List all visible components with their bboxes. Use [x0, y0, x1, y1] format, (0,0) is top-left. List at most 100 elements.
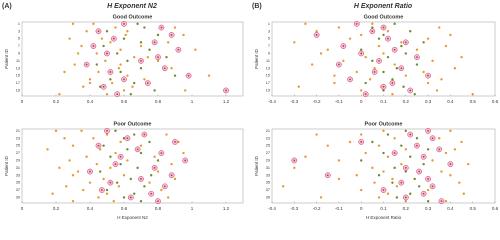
highlight-core — [400, 67, 403, 70]
data-point — [391, 78, 394, 81]
data-point — [462, 192, 465, 195]
data-point — [148, 140, 151, 144]
panel-title: H Exponent Ratio — [354, 3, 413, 10]
data-point — [139, 199, 143, 203]
highlight-core — [170, 34, 173, 36]
data-point — [182, 151, 185, 155]
data-point — [105, 188, 109, 192]
x-tick-label: 1.2 — [223, 206, 230, 211]
x-tick-label: -0.1 — [335, 206, 343, 211]
data-point — [139, 151, 143, 155]
highlight-point — [358, 139, 365, 145]
data-point — [438, 137, 441, 140]
y-tick-label: 31 — [266, 166, 270, 170]
plot-frame — [21, 128, 244, 204]
data-point — [444, 199, 448, 203]
y-tick-label: 25 — [266, 144, 270, 148]
data-point — [173, 74, 177, 77]
data-point — [124, 33, 127, 37]
data-point — [109, 78, 112, 81]
data-point — [426, 37, 430, 40]
data-point — [165, 133, 168, 136]
data-point — [409, 30, 412, 33]
data-point — [449, 33, 452, 37]
highlight-core — [431, 185, 434, 188]
data-point — [348, 140, 352, 144]
data-point — [386, 192, 390, 195]
data-point — [105, 30, 109, 33]
data-point — [426, 188, 430, 192]
x-tick-label: 0.2 — [53, 206, 60, 211]
highlight-core — [342, 45, 345, 47]
highlight-core — [106, 52, 108, 55]
data-point — [126, 159, 129, 162]
data-point — [326, 144, 329, 147]
data-point — [80, 44, 83, 48]
x-tick-label: 0.4 — [447, 206, 454, 211]
highlight-core — [360, 52, 363, 55]
x-tick-label: 0.4 — [87, 206, 94, 211]
data-point — [104, 59, 107, 63]
y-tick-label: 21 — [16, 129, 20, 133]
y-tick-label: 19 — [266, 88, 270, 92]
highlight-point — [425, 176, 431, 182]
highlight-point — [90, 43, 97, 49]
y-tick-label: 7 — [268, 44, 270, 48]
data-point — [71, 174, 75, 177]
data-point — [165, 55, 168, 59]
y-tick-label: 37 — [266, 188, 270, 192]
data-point — [391, 92, 394, 96]
data-point — [99, 170, 102, 173]
highlight-point — [161, 65, 168, 72]
data-point — [117, 67, 121, 70]
data-point — [71, 22, 75, 26]
highlight-core — [393, 48, 396, 51]
highlight-point — [425, 72, 431, 79]
x-tick-label: 1 — [191, 99, 194, 104]
data-point — [112, 199, 116, 203]
highlight-core — [440, 200, 443, 203]
y-tick-label: 33 — [266, 173, 270, 177]
data-point — [422, 70, 425, 74]
highlight-point — [402, 194, 409, 201]
data-point — [156, 59, 160, 63]
data-point — [122, 137, 126, 140]
x-tick-label: -0.4 — [268, 206, 276, 211]
data-point — [326, 48, 329, 51]
x-tick-label: 0.5 — [470, 206, 477, 211]
data-point — [51, 192, 54, 195]
y-axis-label: Patient ID — [254, 48, 259, 69]
x-tick-label: 0.1 — [380, 206, 387, 211]
highlight-core — [170, 174, 173, 177]
data-point — [444, 151, 448, 155]
highlight-point — [398, 65, 405, 72]
data-point — [139, 44, 143, 48]
plot-frame — [21, 21, 244, 97]
highlight-point — [414, 142, 420, 149]
y-tick-label: 15 — [266, 74, 270, 78]
data-point — [382, 52, 385, 55]
data-point — [109, 166, 112, 170]
y-tick-label: 3 — [268, 29, 270, 33]
highlight-point — [358, 50, 365, 57]
highlight-core — [364, 93, 367, 96]
y-tick-label: 37 — [16, 188, 20, 192]
data-point — [409, 155, 412, 158]
highlight-core — [225, 89, 227, 92]
highlight-core — [123, 78, 125, 81]
highlight-core — [418, 170, 421, 173]
y-tick-label: 15 — [16, 74, 20, 78]
data-point — [133, 192, 136, 195]
data-point — [393, 63, 396, 66]
highlight-point — [182, 157, 189, 164]
data-point — [355, 70, 358, 74]
data-point — [315, 30, 318, 33]
highlight-point — [95, 28, 102, 35]
highlight-core — [97, 144, 100, 147]
highlight-point — [134, 146, 141, 153]
y-tick-label: 23 — [266, 136, 270, 140]
data-point — [360, 133, 363, 136]
data-point — [99, 148, 102, 151]
y-tick-label: 9 — [268, 51, 270, 55]
data-point — [460, 140, 463, 144]
